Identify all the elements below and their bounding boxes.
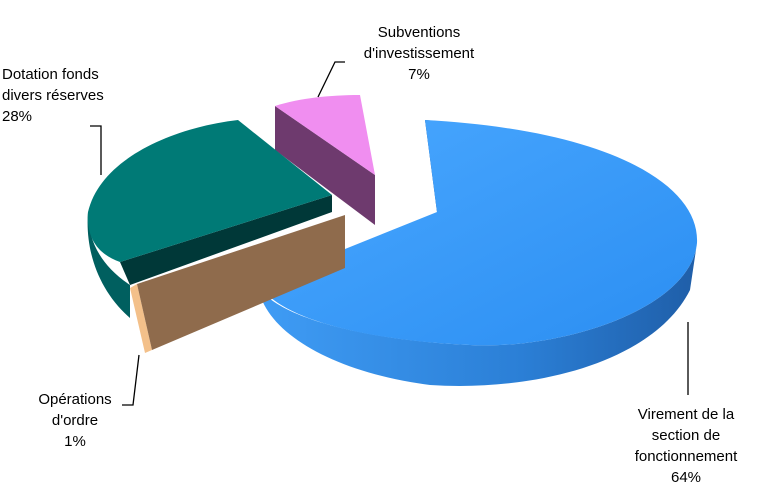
slice-operations-face (137, 215, 345, 350)
label-subventions-line1: Subventions (377, 24, 461, 41)
label-dotation-value: 28% (2, 108, 33, 125)
label-virement-line3: fonctionnement (634, 448, 738, 465)
slice-subventions-top (275, 95, 375, 175)
slice-virement-top (258, 120, 698, 346)
data-label-dotation: Dotation fonds divers réserves 28% (2, 64, 142, 127)
label-dotation-line1: Dotation fonds (2, 66, 99, 83)
leader-line-dotation (90, 125, 102, 175)
slice-dotation (87, 120, 332, 318)
label-subventions-value: 7% (408, 66, 430, 83)
slice-dotation-side (87, 212, 130, 318)
label-subventions-line2: d'investissement (363, 45, 475, 62)
data-label-subventions: Subventions d'investissement 7% (340, 22, 498, 85)
label-virement-value: 64% (670, 469, 702, 486)
label-operations-line2: d'ordre (51, 412, 99, 429)
data-label-operations: Opérations d'ordre 1% (20, 389, 130, 452)
label-operations-line1: Opérations (38, 391, 112, 408)
slice-dotation-top (87, 120, 332, 262)
slice-virement (258, 120, 698, 386)
leader-line-operations (122, 354, 140, 406)
slice-operations (130, 215, 345, 353)
label-dotation-line2: divers réserves (2, 87, 104, 104)
label-virement-line2: section de (651, 427, 721, 444)
slice-operations-edge (130, 284, 152, 353)
label-operations-value: 1% (64, 433, 86, 450)
slice-subventions-side (275, 106, 375, 225)
slice-virement-side (258, 243, 697, 386)
slice-subventions (275, 95, 375, 225)
slice-dotation-cut (120, 195, 332, 285)
data-label-virement: Virement de la section de fonctionnement… (612, 404, 760, 488)
leader-line-subventions (317, 61, 345, 98)
label-virement-line1: Virement de la (637, 406, 735, 423)
